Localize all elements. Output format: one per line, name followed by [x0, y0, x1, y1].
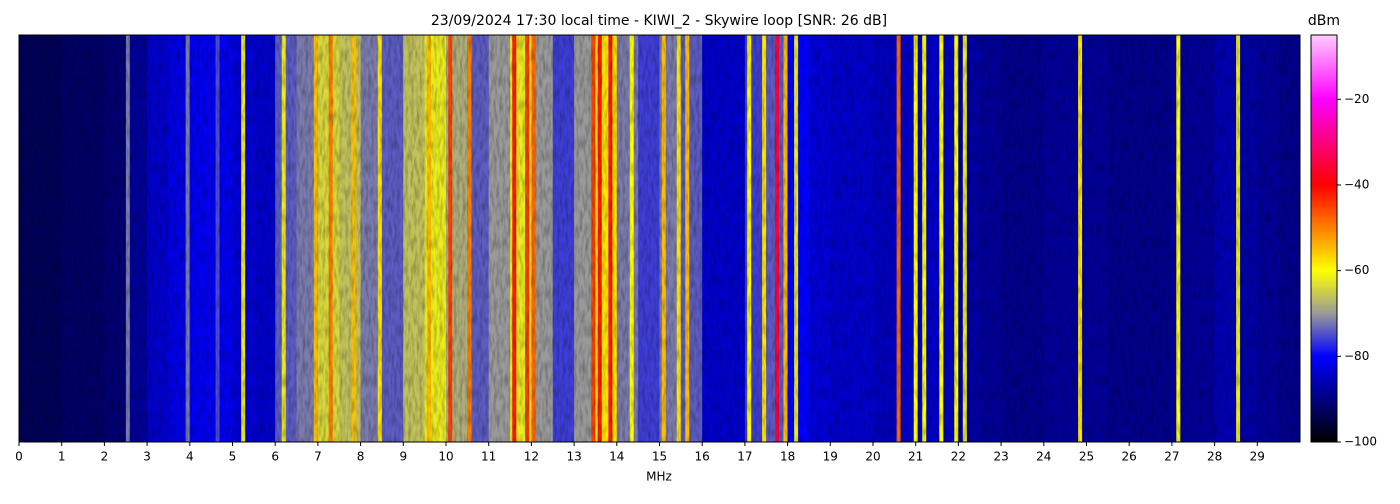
x-tick-label: 15: [652, 450, 667, 464]
x-tick-label: 21: [908, 450, 923, 464]
colorbar-tick-label: −100: [1344, 435, 1377, 449]
x-tick-label: 4: [186, 450, 194, 464]
x-tick-label: 25: [1079, 450, 1094, 464]
x-tick-label: 19: [823, 450, 838, 464]
x-axis-label: MHz: [646, 470, 672, 484]
x-tick-label: 24: [1036, 450, 1051, 464]
x-tick-label: 23: [993, 450, 1008, 464]
x-tick-label: 9: [399, 450, 407, 464]
x-tick-label: 26: [1122, 450, 1137, 464]
colorbar-tick-label: −20: [1344, 92, 1369, 106]
colorbar-label: dBm: [1308, 13, 1340, 29]
chart-title: 23/09/2024 17:30 local time - KIWI_2 - S…: [431, 13, 887, 29]
x-tick-label: 7: [314, 450, 322, 464]
x-tick-label: 18: [780, 450, 795, 464]
x-tick-label: 27: [1164, 450, 1179, 464]
x-tick-label: 0: [15, 450, 23, 464]
x-tick-label: 16: [695, 450, 710, 464]
x-tick-label: 6: [271, 450, 279, 464]
colorbar-tick-label: −60: [1344, 263, 1369, 277]
x-tick-label: 29: [1250, 450, 1265, 464]
x-tick-label: 10: [438, 450, 453, 464]
x-tick-label: 14: [609, 450, 624, 464]
x-tick-label: 11: [481, 450, 496, 464]
x-tick-label: 17: [737, 450, 752, 464]
x-tick-label: 22: [951, 450, 966, 464]
colorbar-tick-label: −80: [1344, 349, 1369, 363]
x-tick-label: 2: [101, 450, 109, 464]
x-tick-label: 20: [865, 450, 880, 464]
colorbar-tick-label: −40: [1344, 177, 1369, 191]
x-tick-label: 8: [357, 450, 365, 464]
x-tick-label: 5: [229, 450, 237, 464]
x-tick-label: 1: [58, 450, 66, 464]
noise-texture: [19, 35, 1300, 442]
colorbar: [1310, 34, 1338, 443]
x-tick-label: 13: [566, 450, 581, 464]
x-tick-label: 28: [1207, 450, 1222, 464]
x-tick-label: 3: [143, 450, 151, 464]
x-tick-label: 12: [524, 450, 539, 464]
